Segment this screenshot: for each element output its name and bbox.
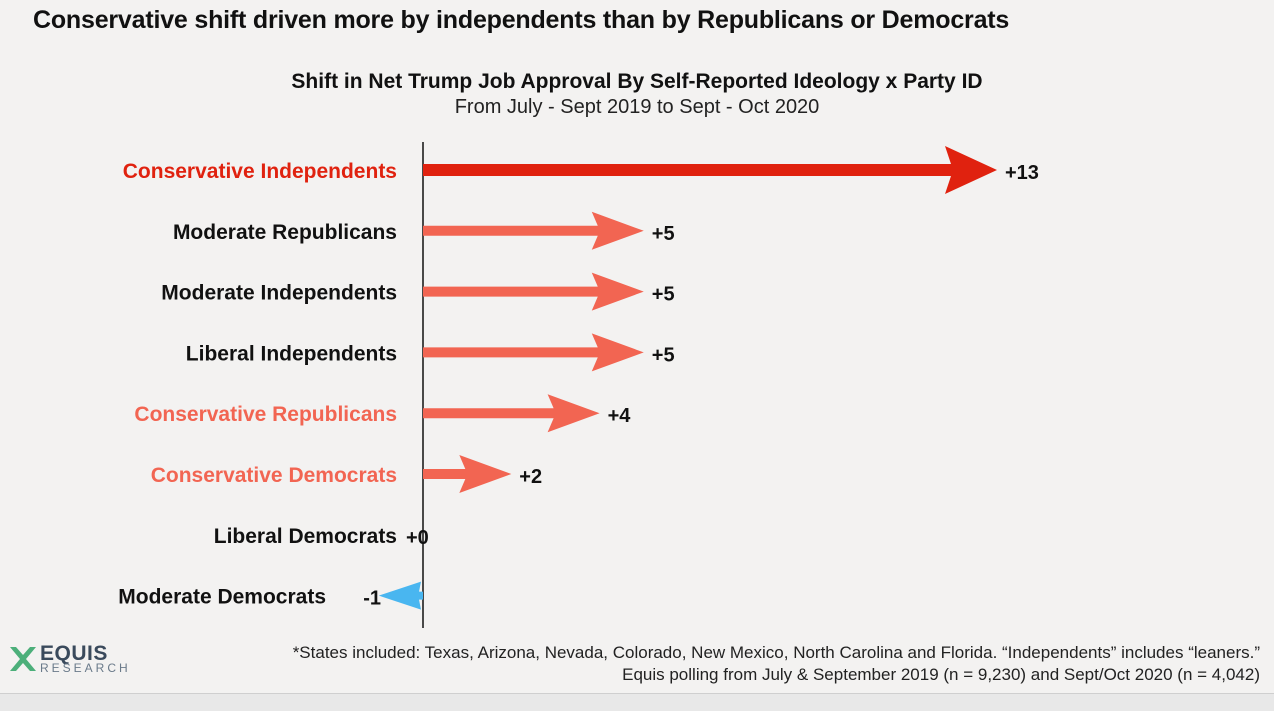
bar-arrow bbox=[423, 394, 600, 433]
value-label: +5 bbox=[652, 223, 675, 245]
bottom-strip bbox=[0, 693, 1274, 711]
category-label: Moderate Democrats bbox=[118, 586, 326, 609]
bar-arrow bbox=[423, 211, 644, 250]
value-label: -1 bbox=[363, 588, 381, 610]
equis-logo: EQUIS RESEARCH bbox=[8, 642, 138, 682]
bar-arrow bbox=[423, 272, 644, 311]
logo-subtext: RESEARCH bbox=[40, 661, 131, 675]
bar-arrow bbox=[378, 581, 423, 610]
category-label: Liberal Democrats bbox=[214, 525, 397, 548]
category-label: Moderate Republicans bbox=[173, 221, 397, 244]
value-label: +13 bbox=[1005, 162, 1039, 184]
bar-arrow bbox=[423, 455, 512, 493]
bar-arrow bbox=[423, 333, 644, 372]
category-label: Conservative Independents bbox=[123, 160, 397, 183]
value-label: +0 bbox=[406, 527, 429, 549]
logo-wordmark: EQUIS bbox=[40, 642, 108, 665]
x-logo-icon bbox=[10, 647, 36, 671]
footnote-states: *States included: Texas, Arizona, Nevada… bbox=[292, 643, 1260, 662]
category-label: Conservative Democrats bbox=[151, 464, 397, 487]
value-label: +4 bbox=[608, 405, 632, 427]
headline: Conservative shift driven more by indepe… bbox=[33, 6, 1010, 34]
chart-title: Shift in Net Trump Job Approval By Self-… bbox=[291, 70, 983, 93]
bar-chart: Conservative Independents +13 Moderate Rep… bbox=[118, 142, 1039, 628]
bar-arrow bbox=[423, 146, 997, 194]
category-label: Liberal Independents bbox=[186, 342, 397, 365]
value-label: +2 bbox=[519, 466, 542, 488]
value-label: +5 bbox=[652, 284, 675, 306]
category-label: Conservative Republicans bbox=[134, 403, 397, 426]
category-label: Moderate Independents bbox=[161, 282, 397, 305]
value-label: +5 bbox=[652, 344, 675, 366]
chart-subtitle: From July - Sept 2019 to Sept - Oct 2020 bbox=[454, 96, 820, 118]
footnote-sample: Equis polling from July & September 2019… bbox=[622, 665, 1260, 684]
footnote: *States included: Texas, Arizona, Nevada… bbox=[293, 642, 1260, 686]
